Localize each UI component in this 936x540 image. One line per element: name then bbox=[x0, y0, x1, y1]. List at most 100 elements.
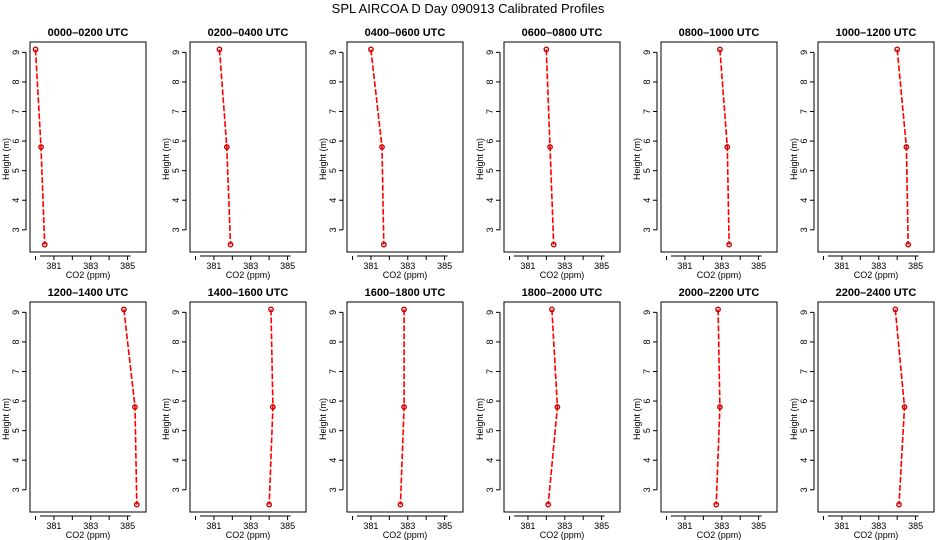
profile-point bbox=[269, 404, 276, 410]
y-axis-label: Height (m) bbox=[1, 398, 11, 440]
y-tick-label: 7 bbox=[11, 109, 21, 114]
y-tick-label: 6 bbox=[328, 139, 338, 144]
profile-line bbox=[268, 309, 274, 505]
y-tick-label: 4 bbox=[171, 458, 181, 463]
x-tick-label: 385 bbox=[437, 521, 452, 531]
panel-title: 0800–1000 UTC bbox=[679, 27, 760, 39]
profile-point bbox=[548, 306, 555, 313]
profile-point bbox=[32, 46, 39, 53]
y-tick-label: 5 bbox=[485, 168, 495, 173]
x-tick-label: 383 bbox=[243, 521, 258, 531]
y-axis-label: Height (m) bbox=[789, 138, 799, 180]
y-axis-label: Height (m) bbox=[789, 398, 799, 440]
x-axis-label: CO2 (ppm) bbox=[226, 530, 271, 540]
y-tick-label: 7 bbox=[11, 369, 21, 374]
y-tick-label: 3 bbox=[11, 487, 21, 492]
y-tick-label: 4 bbox=[485, 458, 495, 463]
y-tick-label: 7 bbox=[171, 369, 181, 374]
plot-frame bbox=[29, 41, 147, 253]
x-tick-label: 381 bbox=[677, 521, 692, 531]
x-tick-label: 385 bbox=[120, 521, 135, 531]
x-tick-label: 381 bbox=[46, 521, 61, 531]
y-tick-label: 8 bbox=[171, 79, 181, 84]
panel-6: 1000–1200 UTC 381 383 385 CO2 (ppm) 3 4 5 6 7 8 9 He… bbox=[789, 27, 935, 280]
profile-point bbox=[268, 306, 274, 313]
profile-line bbox=[894, 309, 906, 505]
x-tick-label: 385 bbox=[594, 521, 609, 531]
profile-line bbox=[218, 49, 232, 245]
x-tick-label: 381 bbox=[363, 521, 378, 531]
y-axis-label: Height (m) bbox=[475, 398, 485, 440]
y-tick-label: 3 bbox=[171, 487, 181, 492]
x-axis-label: CO2 (ppm) bbox=[66, 530, 111, 540]
y-tick-label: 3 bbox=[11, 227, 21, 232]
x-tick-label: 381 bbox=[834, 521, 849, 531]
x-axis-label: CO2 (ppm) bbox=[854, 530, 899, 540]
panel-2: 0200–0400 UTC 381 383 385 CO2 (ppm) 3 4 5 6 7 8 9 He… bbox=[161, 27, 307, 280]
y-tick-label: 4 bbox=[11, 458, 21, 463]
panel-title: 2200–2400 UTC bbox=[836, 287, 917, 299]
x-tick-label: 381 bbox=[520, 521, 535, 531]
y-tick-label: 3 bbox=[485, 487, 495, 492]
y-tick-label: 6 bbox=[171, 139, 181, 144]
y-tick-label: 7 bbox=[642, 369, 652, 374]
x-tick-label: 383 bbox=[243, 261, 258, 271]
plot-frame bbox=[346, 41, 464, 253]
y-axis-label: Height (m) bbox=[632, 138, 642, 180]
plot-frame bbox=[189, 301, 307, 513]
plot-frame bbox=[817, 41, 935, 253]
y-tick-label: 6 bbox=[642, 139, 652, 144]
y-tick-label: 6 bbox=[171, 399, 181, 404]
y-tick-label: 5 bbox=[799, 428, 809, 433]
y-tick-label: 5 bbox=[799, 168, 809, 173]
y-tick-label: 9 bbox=[11, 50, 21, 55]
x-tick-label: 383 bbox=[714, 521, 729, 531]
y-axis-label: Height (m) bbox=[161, 138, 171, 180]
y-tick-label: 3 bbox=[642, 487, 652, 492]
y-tick-label: 8 bbox=[642, 79, 652, 84]
y-tick-label: 4 bbox=[328, 458, 338, 463]
panel-title: 1600–1800 UTC bbox=[365, 287, 446, 299]
panel-title: 1200–1400 UTC bbox=[48, 287, 129, 299]
panel-4: 0600–0800 UTC 381 383 385 CO2 (ppm) 3 4 5 6 7 8 9 He… bbox=[475, 27, 621, 280]
y-tick-label: 3 bbox=[328, 227, 338, 232]
y-axis-label: Height (m) bbox=[318, 138, 328, 180]
y-tick-label: 8 bbox=[799, 79, 809, 84]
plot-frame bbox=[503, 301, 621, 513]
y-tick-label: 8 bbox=[485, 339, 495, 344]
panel-title: 0000–0200 UTC bbox=[48, 27, 129, 39]
x-axis-label: CO2 (ppm) bbox=[66, 270, 111, 280]
profile-point bbox=[379, 144, 385, 150]
y-tick-label: 3 bbox=[171, 227, 181, 232]
y-tick-label: 5 bbox=[11, 428, 21, 433]
y-tick-label: 3 bbox=[642, 227, 652, 232]
profile-point bbox=[216, 46, 223, 53]
profile-line bbox=[545, 49, 555, 245]
y-tick-label: 6 bbox=[485, 139, 495, 144]
x-tick-label: 383 bbox=[400, 261, 415, 271]
x-tick-label: 381 bbox=[677, 261, 692, 271]
y-tick-label: 6 bbox=[642, 399, 652, 404]
x-tick-label: 381 bbox=[834, 261, 849, 271]
y-axis-label: Height (m) bbox=[318, 398, 328, 440]
x-axis-label: CO2 (ppm) bbox=[540, 530, 585, 540]
profile-line bbox=[896, 49, 909, 245]
panel-title: 1800–2000 UTC bbox=[522, 287, 603, 299]
x-tick-label: 383 bbox=[871, 521, 886, 531]
y-tick-label: 6 bbox=[799, 139, 809, 144]
profile-point bbox=[724, 144, 731, 150]
y-tick-label: 6 bbox=[328, 399, 338, 404]
panel-9: 1600–1800 UTC 381 383 385 CO2 (ppm) 3 4 5 6 7 8 9 He… bbox=[318, 287, 464, 540]
x-tick-label: 383 bbox=[83, 521, 98, 531]
y-tick-label: 6 bbox=[11, 139, 21, 144]
profile-point bbox=[380, 241, 387, 248]
profile-point bbox=[892, 306, 899, 313]
y-tick-label: 5 bbox=[485, 428, 495, 433]
panel-title: 0600–0800 UTC bbox=[522, 27, 603, 39]
x-tick-label: 385 bbox=[908, 261, 923, 271]
profile-point bbox=[905, 241, 912, 248]
profile-point bbox=[133, 501, 140, 508]
y-tick-label: 9 bbox=[485, 50, 495, 55]
panel-11: 2000–2200 UTC 381 383 385 CO2 (ppm) 3 4 5 6 7 8 9 He… bbox=[632, 287, 778, 540]
